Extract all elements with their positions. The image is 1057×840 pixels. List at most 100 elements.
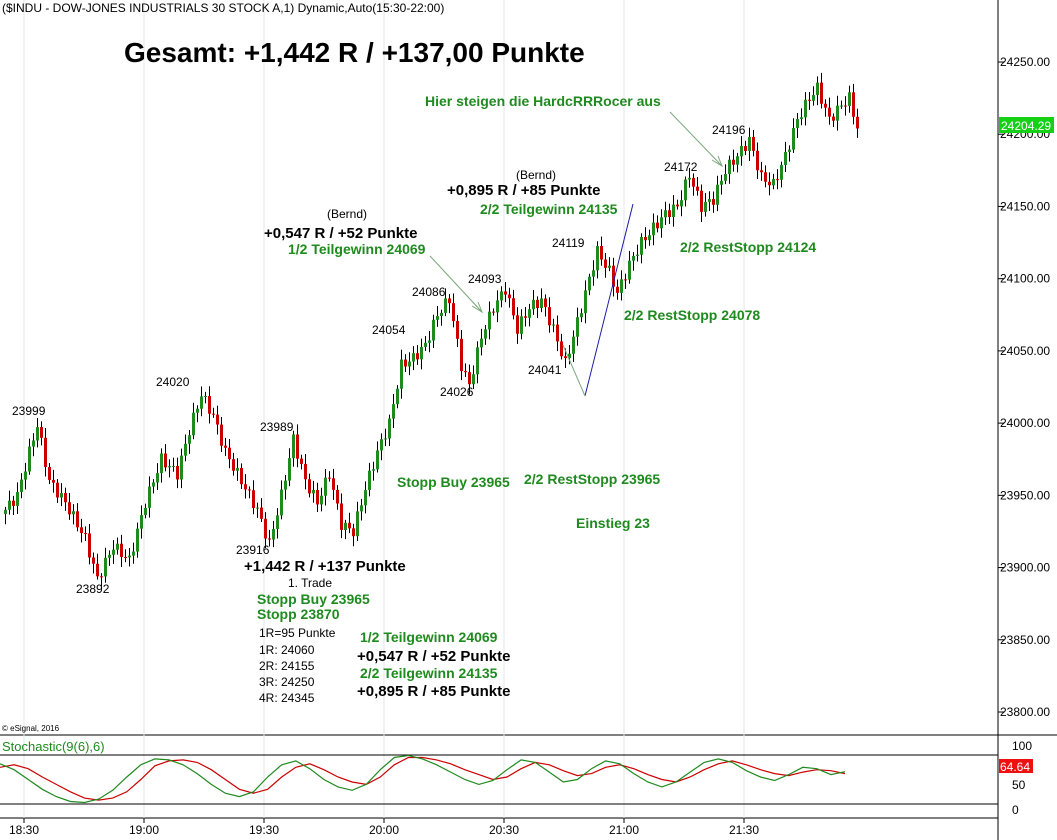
candle-body [648, 235, 651, 241]
time-tick-label: 19:00 [129, 823, 159, 837]
candle-body [316, 490, 319, 505]
trade-result: +1,442 R / +137 Punkte [244, 558, 406, 575]
price-label: 24196 [712, 123, 746, 137]
candle-body [164, 453, 167, 468]
candles [4, 72, 859, 587]
candle-body [532, 299, 535, 310]
price-tick-label: 23800.00 [1000, 705, 1050, 719]
candle-body [188, 435, 191, 444]
candle-body [824, 103, 827, 108]
candle-body [756, 150, 759, 171]
candle-body [416, 353, 419, 360]
indicator-title: Stochastic(9(6),6) [2, 739, 105, 754]
candle-body [212, 413, 215, 415]
candle-body [736, 156, 739, 165]
candle-body [296, 434, 299, 459]
candle-body [80, 527, 83, 534]
candle-body [456, 321, 459, 339]
candle-body [712, 199, 715, 205]
annotation-reststopp: 2/2 RestStopp 24078 [624, 307, 760, 323]
candle-body [584, 290, 587, 314]
candle-body [184, 443, 187, 456]
candle-body [488, 311, 491, 330]
candle-body [200, 396, 203, 409]
time-tick-label: 21:00 [609, 823, 639, 837]
candle-body [344, 522, 347, 530]
candle-body [244, 484, 247, 490]
candle-body [148, 486, 151, 508]
candle-body [340, 503, 343, 530]
price-label: 24041 [528, 363, 562, 377]
last-price-badge [999, 117, 1054, 133]
stochastic-line [0, 756, 846, 801]
candle-body [804, 99, 807, 118]
candle-body [652, 222, 655, 236]
trade-r-level: 2R: 24155 [259, 659, 315, 673]
candle-body [32, 440, 35, 447]
stochastic-lines [0, 754, 846, 804]
candle-body [496, 300, 499, 313]
candle-body [404, 359, 407, 367]
candle-body [856, 116, 859, 129]
candle-body [816, 82, 819, 96]
candle-body [236, 467, 239, 471]
candle-body [592, 270, 595, 277]
candle-body [312, 490, 315, 494]
summary-teilgewinn: 2/2 Teilgewinn 24135 [360, 665, 498, 681]
candle-body [124, 556, 127, 558]
candle-body [844, 105, 847, 107]
annotation-bernd: (Bernd) [327, 207, 367, 221]
candle-body [76, 511, 79, 528]
candle-body [664, 210, 667, 218]
trade-name: 1. Trade [288, 576, 332, 590]
price-tick-label: 24250.00 [1000, 55, 1050, 69]
candle-body [556, 324, 559, 342]
candle-body [352, 528, 355, 537]
candle-body [68, 502, 71, 515]
trade-r-level: 3R: 24250 [259, 675, 315, 689]
candle-body [776, 179, 779, 181]
candle-body [828, 107, 831, 117]
candle-body [516, 315, 519, 334]
annotation-reststopp: 2/2 RestStopp 24124 [680, 239, 816, 255]
candle-body [360, 505, 363, 512]
candle-body [232, 459, 235, 471]
candle-body [440, 312, 443, 317]
candle-body [464, 371, 467, 373]
candle-body [768, 181, 771, 186]
candle-body [576, 317, 579, 337]
candle-body [372, 469, 375, 471]
candle-body [112, 549, 115, 555]
candle-body [528, 309, 531, 318]
hardc-arrow-head [711, 155, 724, 168]
candle-body [480, 338, 483, 348]
candle-body [88, 533, 91, 558]
candle-body [436, 316, 439, 320]
candle-body [220, 424, 223, 446]
price-tick-label: 24100.00 [1000, 272, 1050, 286]
candle-body [144, 507, 147, 516]
annotation-result: +0,895 R / +85 Punkte [447, 182, 600, 199]
candle-body [4, 509, 7, 515]
candle-body [620, 279, 623, 293]
time-tick-label: 20:00 [369, 823, 399, 837]
candle-body [636, 254, 639, 256]
candle-body [820, 82, 823, 104]
candle-body [300, 458, 303, 464]
annotation-hardc-exit: Hier steigen die HardcRRRocer aus [425, 93, 661, 109]
summary-title: Gesamt: +1,442 R / +137,00 Punkte [124, 37, 585, 68]
time-tick-label: 21:30 [729, 823, 759, 837]
candle-body [572, 336, 575, 354]
candle-body [780, 164, 783, 180]
candle-body [484, 329, 487, 339]
candle-body [660, 217, 663, 229]
candle-body [468, 372, 471, 385]
candle-body [840, 105, 843, 107]
annotation-bernd: (Bernd) [516, 168, 556, 182]
candle-body [328, 477, 331, 479]
candle-body [100, 576, 103, 578]
candle-body [716, 184, 719, 205]
candle-body [140, 515, 143, 529]
summary-teilgewinn: 1/2 Teilgewinn 24069 [360, 629, 498, 645]
